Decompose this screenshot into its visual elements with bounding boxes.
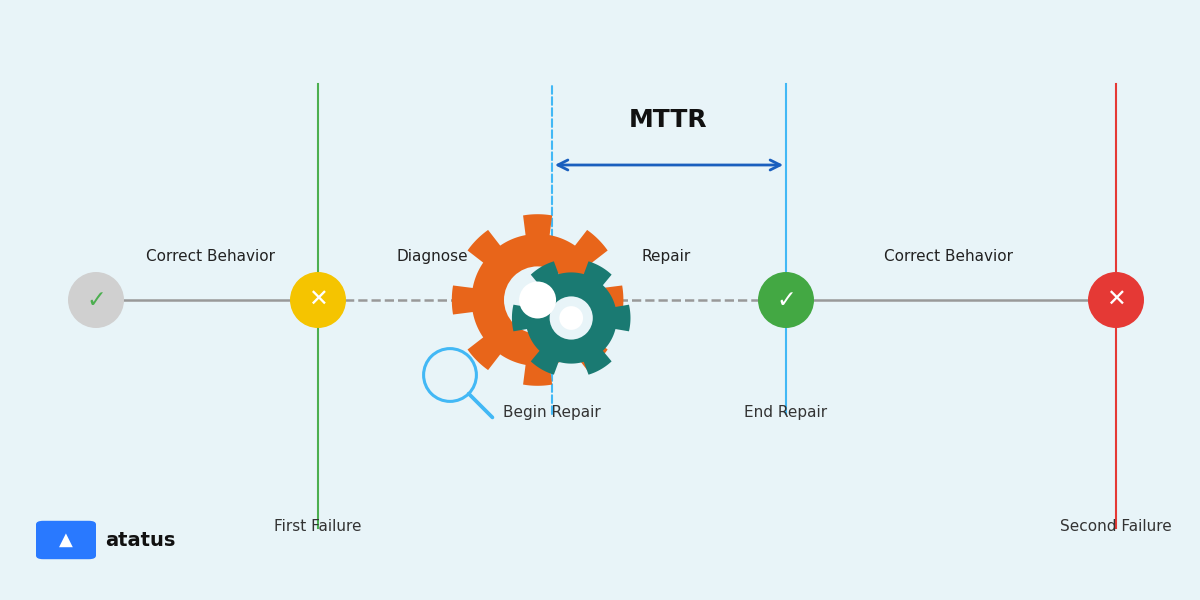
Text: Diagnose: Diagnose — [396, 249, 468, 264]
Text: First Failure: First Failure — [275, 519, 361, 534]
Text: ▲: ▲ — [59, 531, 73, 549]
Ellipse shape — [1088, 272, 1144, 328]
Text: ✕: ✕ — [1106, 288, 1126, 312]
Ellipse shape — [68, 272, 124, 328]
Text: MTTR: MTTR — [629, 108, 708, 132]
Text: ✓: ✓ — [776, 288, 796, 312]
Ellipse shape — [520, 281, 556, 319]
Text: End Repair: End Repair — [744, 405, 828, 420]
Polygon shape — [452, 214, 624, 386]
FancyBboxPatch shape — [36, 521, 96, 559]
Ellipse shape — [290, 272, 346, 328]
Ellipse shape — [559, 306, 583, 330]
Text: Begin Repair: Begin Repair — [503, 405, 601, 420]
Text: Second Failure: Second Failure — [1060, 519, 1172, 534]
Ellipse shape — [758, 272, 814, 328]
Text: Correct Behavior: Correct Behavior — [145, 249, 275, 264]
Polygon shape — [512, 262, 630, 374]
Ellipse shape — [504, 266, 571, 334]
Text: Repair: Repair — [641, 249, 691, 264]
Text: atatus: atatus — [106, 530, 176, 550]
Text: ✓: ✓ — [86, 288, 106, 312]
Text: Correct Behavior: Correct Behavior — [883, 249, 1013, 264]
Ellipse shape — [550, 296, 593, 340]
Text: ✕: ✕ — [308, 288, 328, 312]
